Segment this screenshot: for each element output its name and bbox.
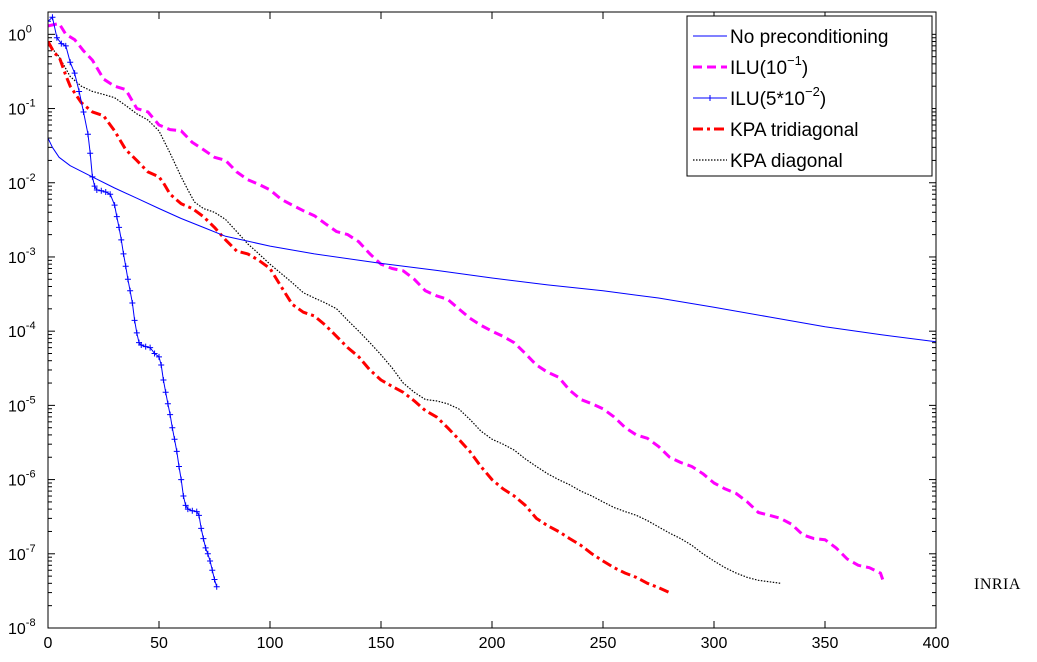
series-marker (160, 376, 167, 383)
series-marker (138, 342, 145, 349)
series-marker (71, 70, 78, 77)
series-marker (133, 329, 140, 336)
series-marker (48, 18, 51, 25)
series-marker (184, 506, 191, 513)
series-marker (76, 88, 83, 95)
series-marker (89, 173, 96, 180)
legend-label: KPA tridiagonal (730, 120, 859, 141)
legend: No preconditioning ILU(10−1) ILU(5*10−2) KP… (686, 15, 933, 177)
series-marker (84, 131, 91, 138)
series-marker (127, 287, 134, 294)
series-marker (162, 389, 169, 396)
legend-label: No preconditioning (730, 27, 888, 48)
series-marker (211, 576, 218, 583)
series-marker (202, 544, 209, 551)
series-marker (131, 317, 138, 324)
series-line-4 (48, 43, 781, 584)
x-tick-label: 200 (479, 635, 506, 652)
series-line-0 (48, 137, 936, 343)
series-marker (156, 353, 162, 360)
series-marker (93, 186, 100, 193)
series-marker (204, 550, 211, 557)
series-marker (102, 189, 109, 196)
legend-label: ILU(5*10−2) (730, 84, 826, 110)
plot-frame (47, 11, 937, 629)
series-marker (67, 59, 74, 66)
series-marker (169, 424, 176, 431)
series-marker (198, 525, 205, 532)
y-tick-label: 10-6 (8, 469, 36, 490)
x-tick-label: 400 (923, 635, 950, 652)
legend-label: KPA diagonal (730, 151, 843, 172)
series-marker (180, 493, 187, 500)
x-tick-label: 0 (44, 635, 53, 652)
y-tick-label: 100 (8, 23, 32, 44)
series-marker (151, 350, 158, 357)
series-marker (193, 508, 200, 515)
x-tick-label: 50 (150, 635, 168, 652)
y-tick-labels: 10-8 10-7 10-6 10-5 10-4 10-3 10-2 10-1 100 (8, 23, 36, 638)
y-tick-label: 10-3 (8, 246, 36, 267)
series-marker (164, 400, 171, 407)
series-marker (49, 14, 56, 21)
y-tick-label: 10-7 (8, 543, 36, 564)
y-tick-label: 10-4 (8, 320, 36, 341)
y-tick-label: 10-8 (8, 617, 36, 638)
series-marker (147, 344, 154, 351)
series-marker (200, 535, 207, 542)
series-marker (129, 299, 136, 306)
x-tick-label: 350 (812, 635, 839, 652)
x-tick-label: 300 (701, 635, 728, 652)
y-tick-label: 10-2 (8, 172, 36, 193)
series-marker (87, 150, 94, 157)
series-marker (182, 502, 189, 509)
series-marker (118, 236, 125, 243)
series-marker (62, 42, 69, 49)
series-marker (116, 224, 123, 231)
series-marker (173, 448, 180, 455)
legend-label: ILU(10−1) (730, 53, 808, 79)
series-marker (113, 213, 120, 220)
series-marker (58, 40, 65, 47)
series-marker (111, 202, 118, 209)
series-marker (158, 362, 165, 369)
series-marker (142, 343, 149, 350)
series-marker (189, 507, 196, 514)
series-marker (167, 411, 174, 418)
series-marker (91, 183, 98, 190)
series-marker (120, 250, 127, 257)
legend-marker (707, 95, 713, 101)
series-marker (178, 476, 185, 483)
series-line-3 (48, 40, 671, 594)
x-tick-label: 100 (257, 635, 284, 652)
series-marker (171, 436, 178, 443)
series-lines (48, 14, 936, 594)
side-label: INRIA (974, 576, 1021, 593)
series-marker (175, 463, 182, 470)
series-marker (209, 567, 216, 574)
y-tick-label: 10-1 (8, 98, 36, 119)
series-marker (122, 263, 129, 270)
x-tick-label: 250 (590, 635, 617, 652)
legend-box (686, 15, 933, 177)
series-marker (195, 512, 202, 519)
series-marker (213, 583, 220, 590)
series-marker (124, 276, 131, 283)
series-marker (53, 34, 60, 41)
series-marker (107, 191, 114, 198)
y-tick-label: 10-5 (8, 394, 36, 415)
series-marker (98, 187, 105, 194)
series-marker (207, 557, 214, 564)
x-tick-label: 150 (368, 635, 395, 652)
series-marker (80, 108, 87, 115)
series-line-1 (48, 22, 885, 580)
x-tick-labels: 0 50 100 150 200 250 300 350 400 (44, 635, 950, 652)
